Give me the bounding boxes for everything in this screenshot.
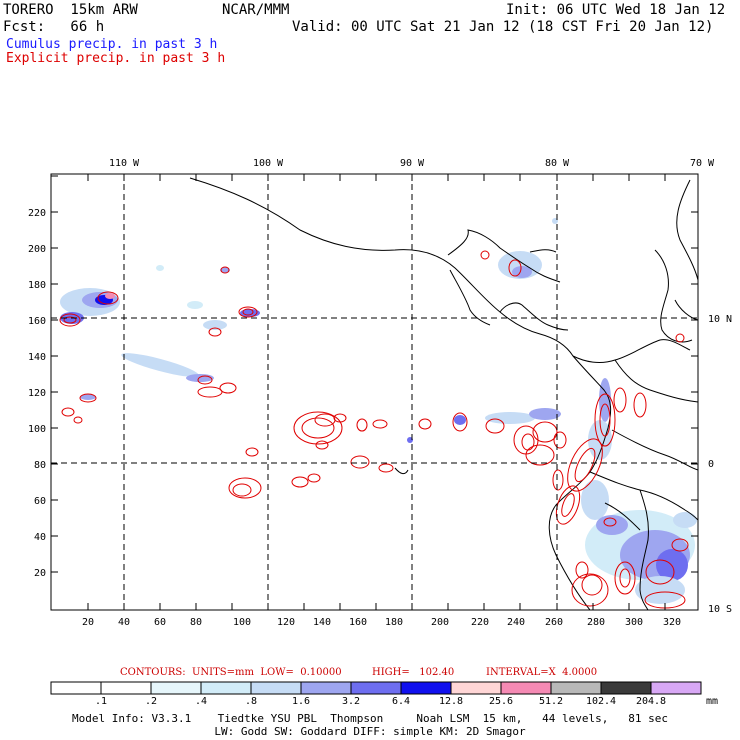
lat-label-0: 0 xyxy=(708,459,714,470)
y-tick: 60 xyxy=(34,496,46,507)
y-tick: 160 xyxy=(28,316,46,327)
colorbar-label: 1.6 xyxy=(291,696,311,707)
tick-marks xyxy=(51,174,698,610)
y-tick: 220 xyxy=(28,208,46,219)
x-tick: 80 xyxy=(190,617,202,628)
x-tick: 260 xyxy=(545,617,563,628)
x-tick: 220 xyxy=(471,617,489,628)
forecast-hour: Fcst: 66 h xyxy=(3,19,105,35)
colorbar-label: .2 xyxy=(144,696,158,707)
x-tick: 240 xyxy=(507,617,525,628)
lon-label-110w: 110 W xyxy=(109,158,140,169)
lon-label-90w: 90 W xyxy=(400,158,425,169)
contours-high: HIGH= 102.40 xyxy=(372,667,455,678)
x-tick: 140 xyxy=(313,617,331,628)
lat-label-10n: 10 N xyxy=(708,314,732,325)
y-tick: 140 xyxy=(28,352,46,363)
y-tick: 120 xyxy=(28,388,46,399)
lat-lon-grid xyxy=(51,174,698,610)
x-tick: 320 xyxy=(663,617,681,628)
colorbar-label: .1 xyxy=(94,696,108,707)
init-time: Init: 06 UTC Wed 18 Jan 12 xyxy=(506,2,726,18)
cumulus-precip-shading xyxy=(60,218,697,604)
lon-label-100w: 100 W xyxy=(253,158,284,169)
coastlines xyxy=(189,177,698,610)
contours-interval: INTERVAL=X 4.0000 xyxy=(486,667,598,678)
valid-time: Valid: 00 UTC Sat 21 Jan 12 (18 CST Fri … xyxy=(292,19,714,35)
lon-label-70w: 70 W xyxy=(690,158,715,169)
colorbar-label: .4 xyxy=(194,696,208,707)
cumulus-field-label: Cumulus precip. in past 3 h xyxy=(6,37,218,52)
colorbar-label: 3.2 xyxy=(341,696,361,707)
x-tick: 200 xyxy=(431,617,449,628)
x-tick-labels: 20 40 60 80 100 120 140 160 180 200 220 … xyxy=(82,617,681,628)
colorbar-label: 204.8 xyxy=(635,696,667,707)
colorbar xyxy=(50,681,702,695)
x-tick: 60 xyxy=(154,617,166,628)
y-tick-labels: 20 40 60 80 100 120 140 160 180 200 220 xyxy=(28,208,46,579)
contours-label: CONTOURS: UNITS=mm LOW= 0.10000 xyxy=(120,667,342,678)
org-label: NCAR/MMM xyxy=(222,2,290,18)
x-tick: 180 xyxy=(385,617,403,628)
x-tick: 120 xyxy=(277,617,295,628)
colorbar-label: 25.6 xyxy=(488,696,514,707)
colorbar-label: 12.8 xyxy=(438,696,464,707)
y-tick: 40 xyxy=(34,532,46,543)
colorbar-label: .8 xyxy=(244,696,258,707)
colorbar-label: 102.4 xyxy=(585,696,617,707)
x-tick: 280 xyxy=(587,617,605,628)
x-tick: 40 xyxy=(118,617,130,628)
model-info-line1: Model Info: V3.3.1 Tiedtke YSU PBL Thomp… xyxy=(71,712,669,725)
x-tick: 300 xyxy=(625,617,643,628)
y-tick: 20 xyxy=(34,568,46,579)
y-tick: 80 xyxy=(34,460,46,471)
lat-label-10s: 10 S xyxy=(708,604,732,615)
top-longitude-labels: 110 W 100 W 90 W 80 W 70 W xyxy=(109,158,715,169)
x-tick: 20 xyxy=(82,617,94,628)
model-title: TORERO 15km ARW xyxy=(3,2,138,18)
explicit-field-label: Explicit precip. in past 3 h xyxy=(6,51,226,66)
right-latitude-labels: 10 N 0 10 S xyxy=(708,314,732,615)
y-tick: 100 xyxy=(28,424,46,435)
map-area xyxy=(51,174,698,610)
lon-label-80w: 80 W xyxy=(545,158,570,169)
y-tick: 180 xyxy=(28,280,46,291)
model-info-line2: LW: Godd SW: Goddard DIFF: simple KM: 2D… xyxy=(214,725,526,738)
x-tick: 160 xyxy=(349,617,367,628)
y-tick: 200 xyxy=(28,244,46,255)
x-tick: 100 xyxy=(233,617,251,628)
colorbar-label: 51.2 xyxy=(538,696,564,707)
colorbar-unit: mm xyxy=(705,696,719,707)
colorbar-label: 6.4 xyxy=(391,696,411,707)
